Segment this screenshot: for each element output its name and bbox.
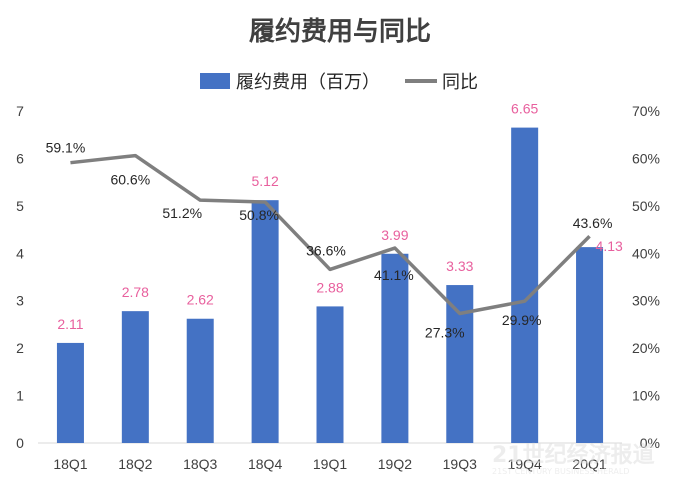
bar-value-label: 6.65 xyxy=(511,101,538,117)
bar-value-label: 5.12 xyxy=(251,173,278,189)
x-tick-label: 19Q1 xyxy=(313,456,347,472)
x-tick-label: 19Q3 xyxy=(443,456,477,472)
x-tick-label: 18Q3 xyxy=(183,456,217,472)
line-data-labels: 59.1% 60.6% 51.2% 50.8% 36.6% 41.1% 27.3% 29.9%… xyxy=(46,140,613,341)
bar-value-label: 2.62 xyxy=(187,292,214,308)
x-tick-label: 18Q2 xyxy=(118,456,152,472)
bar xyxy=(446,285,474,443)
x-tick-label: 19Q4 xyxy=(508,456,542,472)
left-tick-label: 1 xyxy=(16,388,24,404)
left-tick-label: 5 xyxy=(16,198,24,214)
line-value-label: 29.9% xyxy=(502,312,542,328)
line-series xyxy=(70,153,591,316)
bar-value-label: 2.88 xyxy=(316,279,343,295)
bar xyxy=(121,311,149,443)
bar xyxy=(576,247,604,443)
line-value-label: 36.6% xyxy=(306,242,346,258)
bar-value-label: 3.33 xyxy=(446,258,473,274)
right-tick-label: 30% xyxy=(632,293,660,309)
line-value-label: 60.6% xyxy=(110,172,150,188)
legend-bar-swatch xyxy=(200,73,230,89)
watermark-title: 21世纪经济报道 xyxy=(492,442,655,468)
left-tick-label: 0 xyxy=(16,435,24,451)
chart-title: 履约费用与同比 xyxy=(249,16,431,46)
line-value-label: 59.1% xyxy=(46,140,86,156)
watermark: 21世纪经济报道 21ST CENTURY BUSINESS HERALD xyxy=(492,442,655,476)
left-tick-label: 3 xyxy=(16,293,24,309)
right-axis: 0% 10% 20% 30% 40% 50% 60% 70% xyxy=(632,103,660,451)
right-tick-label: 70% xyxy=(632,103,660,119)
left-tick-label: 2 xyxy=(16,340,24,356)
bar-value-label: 3.99 xyxy=(381,227,408,243)
right-tick-label: 50% xyxy=(632,198,660,214)
bar-value-label: 2.78 xyxy=(122,284,149,300)
x-tick-label: 18Q4 xyxy=(248,456,282,472)
line-value-label: 51.2% xyxy=(162,205,202,221)
right-tick-label: 60% xyxy=(632,150,660,166)
line-value-label: 41.1% xyxy=(374,267,414,283)
x-tick-label: 19Q2 xyxy=(378,456,412,472)
bar xyxy=(511,127,539,443)
line-value-label: 43.6% xyxy=(573,215,613,231)
bar-value-label: 2.11 xyxy=(57,316,83,332)
bar-value-label: 4.13 xyxy=(596,238,623,254)
legend: 履约费用（百万） 同比 xyxy=(200,72,478,92)
x-tick-label: 18Q1 xyxy=(53,456,87,472)
x-tick-label: 20Q1 xyxy=(572,456,606,472)
watermark-subtitle: 21ST CENTURY BUSINESS HERALD xyxy=(492,467,629,476)
left-tick-label: 4 xyxy=(16,245,24,261)
line-value-label: 27.3% xyxy=(425,325,465,341)
bar-data-labels: 2.11 2.78 2.62 5.12 2.88 3.99 3.33 6.65 4.13 xyxy=(57,101,623,332)
bar xyxy=(316,306,344,443)
bar xyxy=(251,200,279,443)
legend-bar-label: 履约费用（百万） xyxy=(236,72,380,92)
bar xyxy=(381,253,409,443)
yoy-line xyxy=(70,153,591,316)
bar xyxy=(56,342,84,443)
left-tick-label: 6 xyxy=(16,150,24,166)
x-axis: 18Q1 18Q2 18Q3 18Q4 19Q1 19Q2 19Q3 19Q4 20Q1 xyxy=(53,456,607,472)
left-axis: 0 1 2 3 4 5 6 7 xyxy=(16,103,24,451)
right-tick-label: 10% xyxy=(632,388,660,404)
right-tick-label: 40% xyxy=(632,245,660,261)
bar xyxy=(186,318,214,443)
line-value-label: 50.8% xyxy=(239,207,279,223)
legend-line-label: 同比 xyxy=(442,72,478,92)
left-tick-label: 7 xyxy=(16,103,24,119)
right-tick-label: 0% xyxy=(640,435,660,451)
right-tick-label: 20% xyxy=(632,340,660,356)
